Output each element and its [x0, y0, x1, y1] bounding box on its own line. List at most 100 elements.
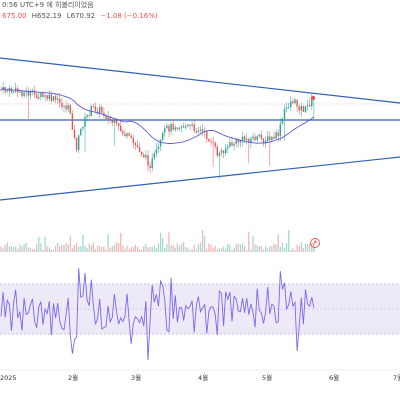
tick-may: 5월: [262, 373, 272, 382]
volume-bar: [109, 248, 111, 252]
volume-bar: [29, 247, 31, 252]
volume-bar: [141, 249, 143, 252]
volume-bar: [187, 247, 189, 252]
candle-body: [166, 125, 168, 129]
candle-body: [262, 138, 265, 143]
candle-body: [157, 146, 160, 150]
chart-legend: 0:56 UTC+9 에 히볼리이었음 675.00 H652.19 L670.…: [2, 0, 158, 20]
volume-bar: [78, 246, 80, 252]
volume-bar: [103, 246, 105, 252]
candle-body: [147, 154, 149, 166]
volume-bar: [214, 245, 216, 252]
volume-bar: [4, 244, 6, 252]
volume-bar: [273, 243, 275, 252]
candle-body: [105, 115, 107, 120]
volume-bar: [181, 243, 183, 252]
volume-bar: [118, 243, 120, 252]
candle-body: [92, 105, 95, 107]
volume-bar: [42, 249, 44, 252]
candle-body: [94, 106, 97, 112]
volume-bar: [311, 242, 313, 252]
volume-bar: [283, 247, 286, 252]
candle-body: [296, 99, 298, 107]
candle-body: [246, 138, 248, 141]
candle-body: [199, 129, 202, 131]
candle-body: [206, 131, 208, 140]
volume-bar: [160, 232, 162, 252]
candle-body: [124, 133, 126, 137]
candle-body: [128, 133, 130, 136]
volume-bar: [277, 234, 279, 252]
candle-body: [61, 102, 63, 107]
candle-body: [162, 132, 164, 140]
volume-bar: [237, 243, 239, 252]
candle-body: [269, 136, 271, 141]
candle-body: [239, 140, 242, 143]
volume-bar: [99, 245, 101, 252]
volume-bar: [313, 245, 315, 252]
candle-body: [174, 127, 176, 130]
volume-bar: [172, 244, 174, 252]
volume-bar: [220, 248, 223, 252]
volume-bar: [204, 235, 206, 252]
volume-bar: [269, 246, 271, 252]
candle-body: [136, 145, 139, 148]
candle-body: [27, 91, 29, 96]
volume-bar: [189, 249, 191, 252]
candle-body: [52, 96, 55, 101]
volume-bar: [40, 243, 42, 252]
candle-body: [191, 124, 193, 126]
volume-bar: [279, 246, 281, 252]
volume-bar: [233, 247, 235, 252]
volume-alert-icon[interactable]: [310, 238, 320, 248]
candle-body: [292, 101, 294, 104]
volume-bar: [267, 248, 269, 252]
volume-bar: [147, 247, 149, 252]
candle-body: [101, 106, 103, 113]
candle-body: [311, 96, 313, 107]
lower-trendline[interactable]: [0, 156, 400, 201]
volume-bar: [302, 248, 304, 252]
candle-body: [115, 120, 118, 124]
volume-bar: [271, 245, 273, 252]
candle-body: [309, 104, 311, 107]
candle-body: [120, 125, 122, 132]
volume-bar: [113, 245, 115, 252]
upper-trendline[interactable]: [0, 57, 400, 104]
candle-body: [233, 143, 235, 146]
candle-body: [88, 115, 90, 116]
volume-bar: [185, 247, 187, 252]
volume-bar: [298, 245, 300, 252]
arrow-icon: [312, 240, 317, 246]
volume-bar: [178, 245, 181, 252]
volume-bar: [174, 247, 176, 252]
volume-bar: [69, 235, 71, 252]
volume-bar: [212, 248, 214, 252]
volume-bar: [296, 244, 298, 252]
volume-bar: [262, 249, 265, 252]
volume-bar: [61, 244, 63, 252]
volume-bar: [67, 244, 69, 252]
candle-body: [113, 120, 116, 123]
candle-body: [78, 135, 80, 151]
volume-bar: [10, 246, 13, 252]
volume-bar: [23, 244, 25, 252]
volume-bar: [254, 244, 256, 252]
candle-body: [237, 139, 239, 143]
volume-bar: [197, 244, 199, 252]
volume-bar: [88, 243, 90, 252]
volume-bar: [168, 232, 170, 252]
candle-body: [111, 119, 113, 123]
candle-body: [227, 146, 229, 149]
volume-bar: [162, 237, 164, 252]
candle-body: [300, 105, 302, 111]
candle-body: [229, 142, 231, 147]
candle-body: [267, 136, 269, 141]
candle-body: [99, 106, 101, 114]
volume-bar: [166, 244, 168, 252]
candle-body: [183, 126, 185, 128]
candle-body: [155, 149, 158, 154]
volume-bar: [8, 246, 10, 252]
candle-body: [12, 91, 15, 93]
candle-body: [231, 142, 233, 146]
